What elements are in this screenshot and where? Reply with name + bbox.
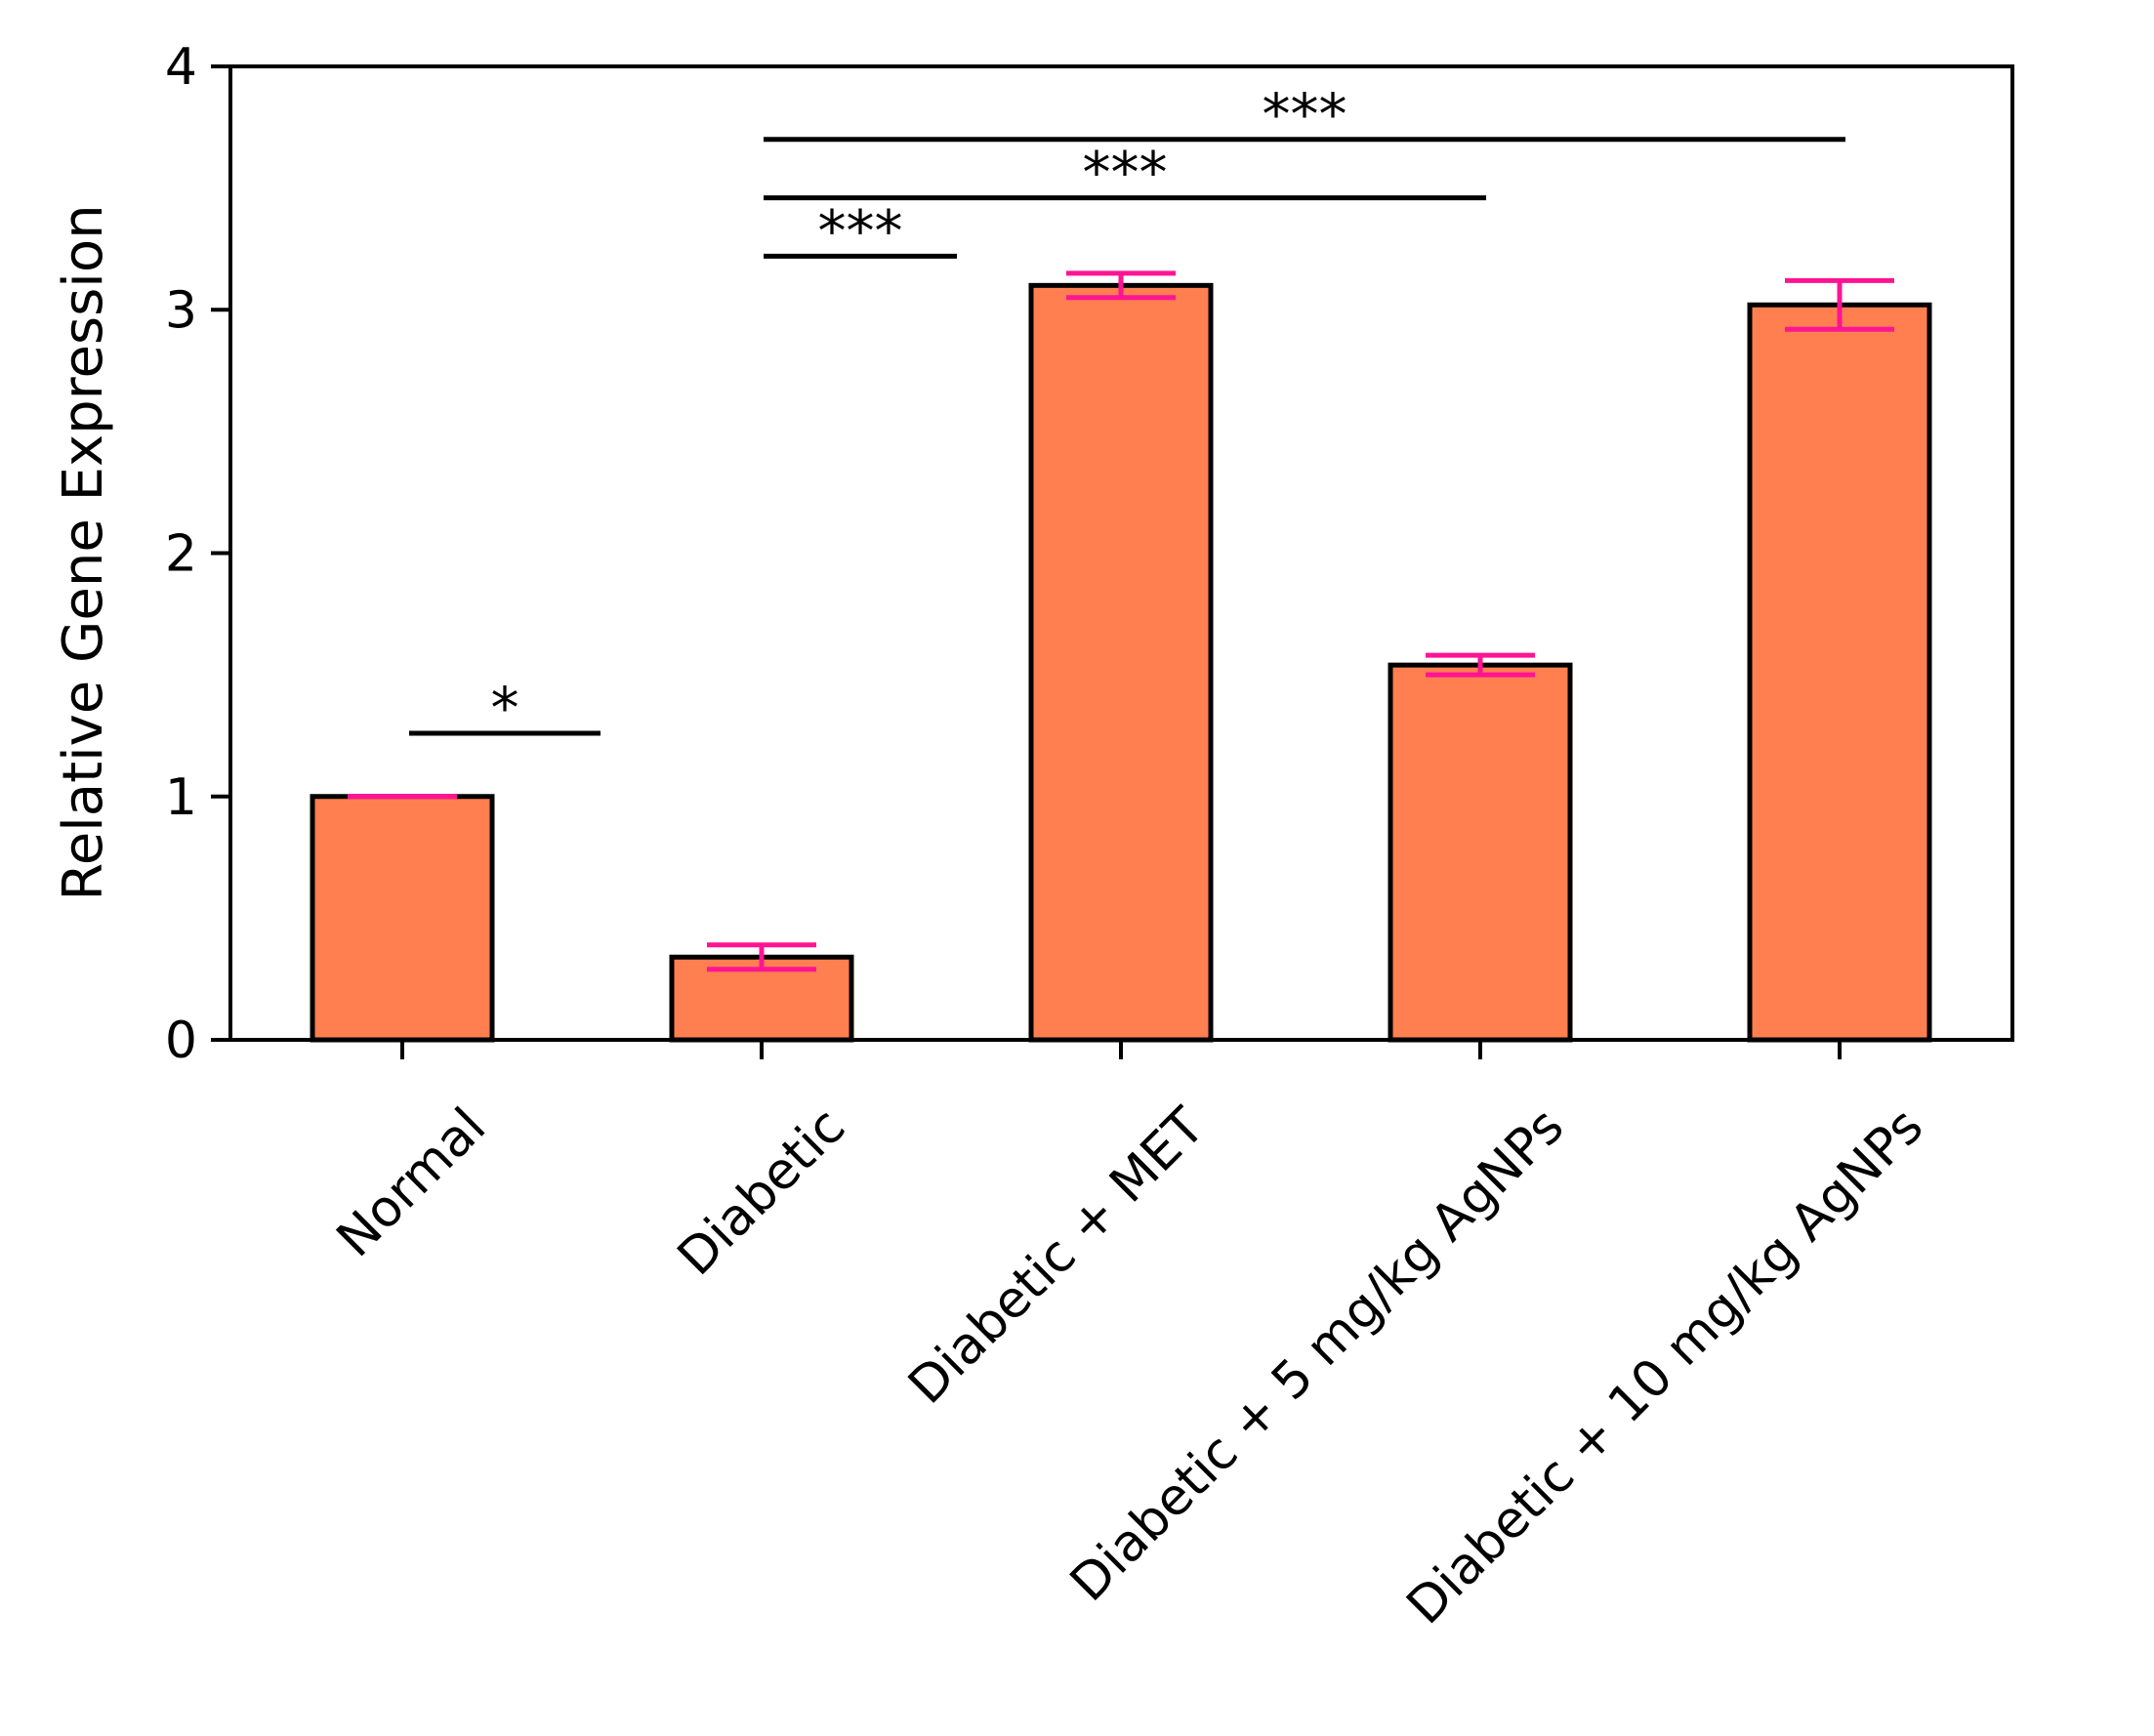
y-tick-label-4: 4 [165, 38, 197, 97]
y-tick-label-1: 1 [165, 768, 197, 827]
y-axis-title: Relative Gene Expression [52, 204, 115, 900]
bar-0 [310, 794, 495, 1043]
bar-4 [1747, 302, 1932, 1043]
bar-3 [1388, 662, 1573, 1043]
x-tick-label-2: Diabetic + MET [897, 1097, 1216, 1416]
bar-2 [1028, 282, 1214, 1043]
significance-annotations: ********** [409, 81, 1845, 741]
x-tick-label-0: Normal [326, 1097, 497, 1268]
axes [211, 64, 2014, 1059]
y-tick-label-0: 0 [165, 1012, 197, 1070]
error-bars [348, 270, 1894, 972]
significance-label-3: *** [1263, 81, 1347, 147]
bars [310, 282, 1932, 1043]
significance-label-1: *** [818, 197, 903, 264]
y-tick-label-3: 3 [165, 281, 197, 340]
significance-label-0: * [491, 675, 519, 741]
x-tick-label-1: Diabetic [667, 1097, 856, 1287]
y-tick-label-2: 2 [165, 525, 197, 584]
significance-label-2: *** [1083, 140, 1168, 206]
